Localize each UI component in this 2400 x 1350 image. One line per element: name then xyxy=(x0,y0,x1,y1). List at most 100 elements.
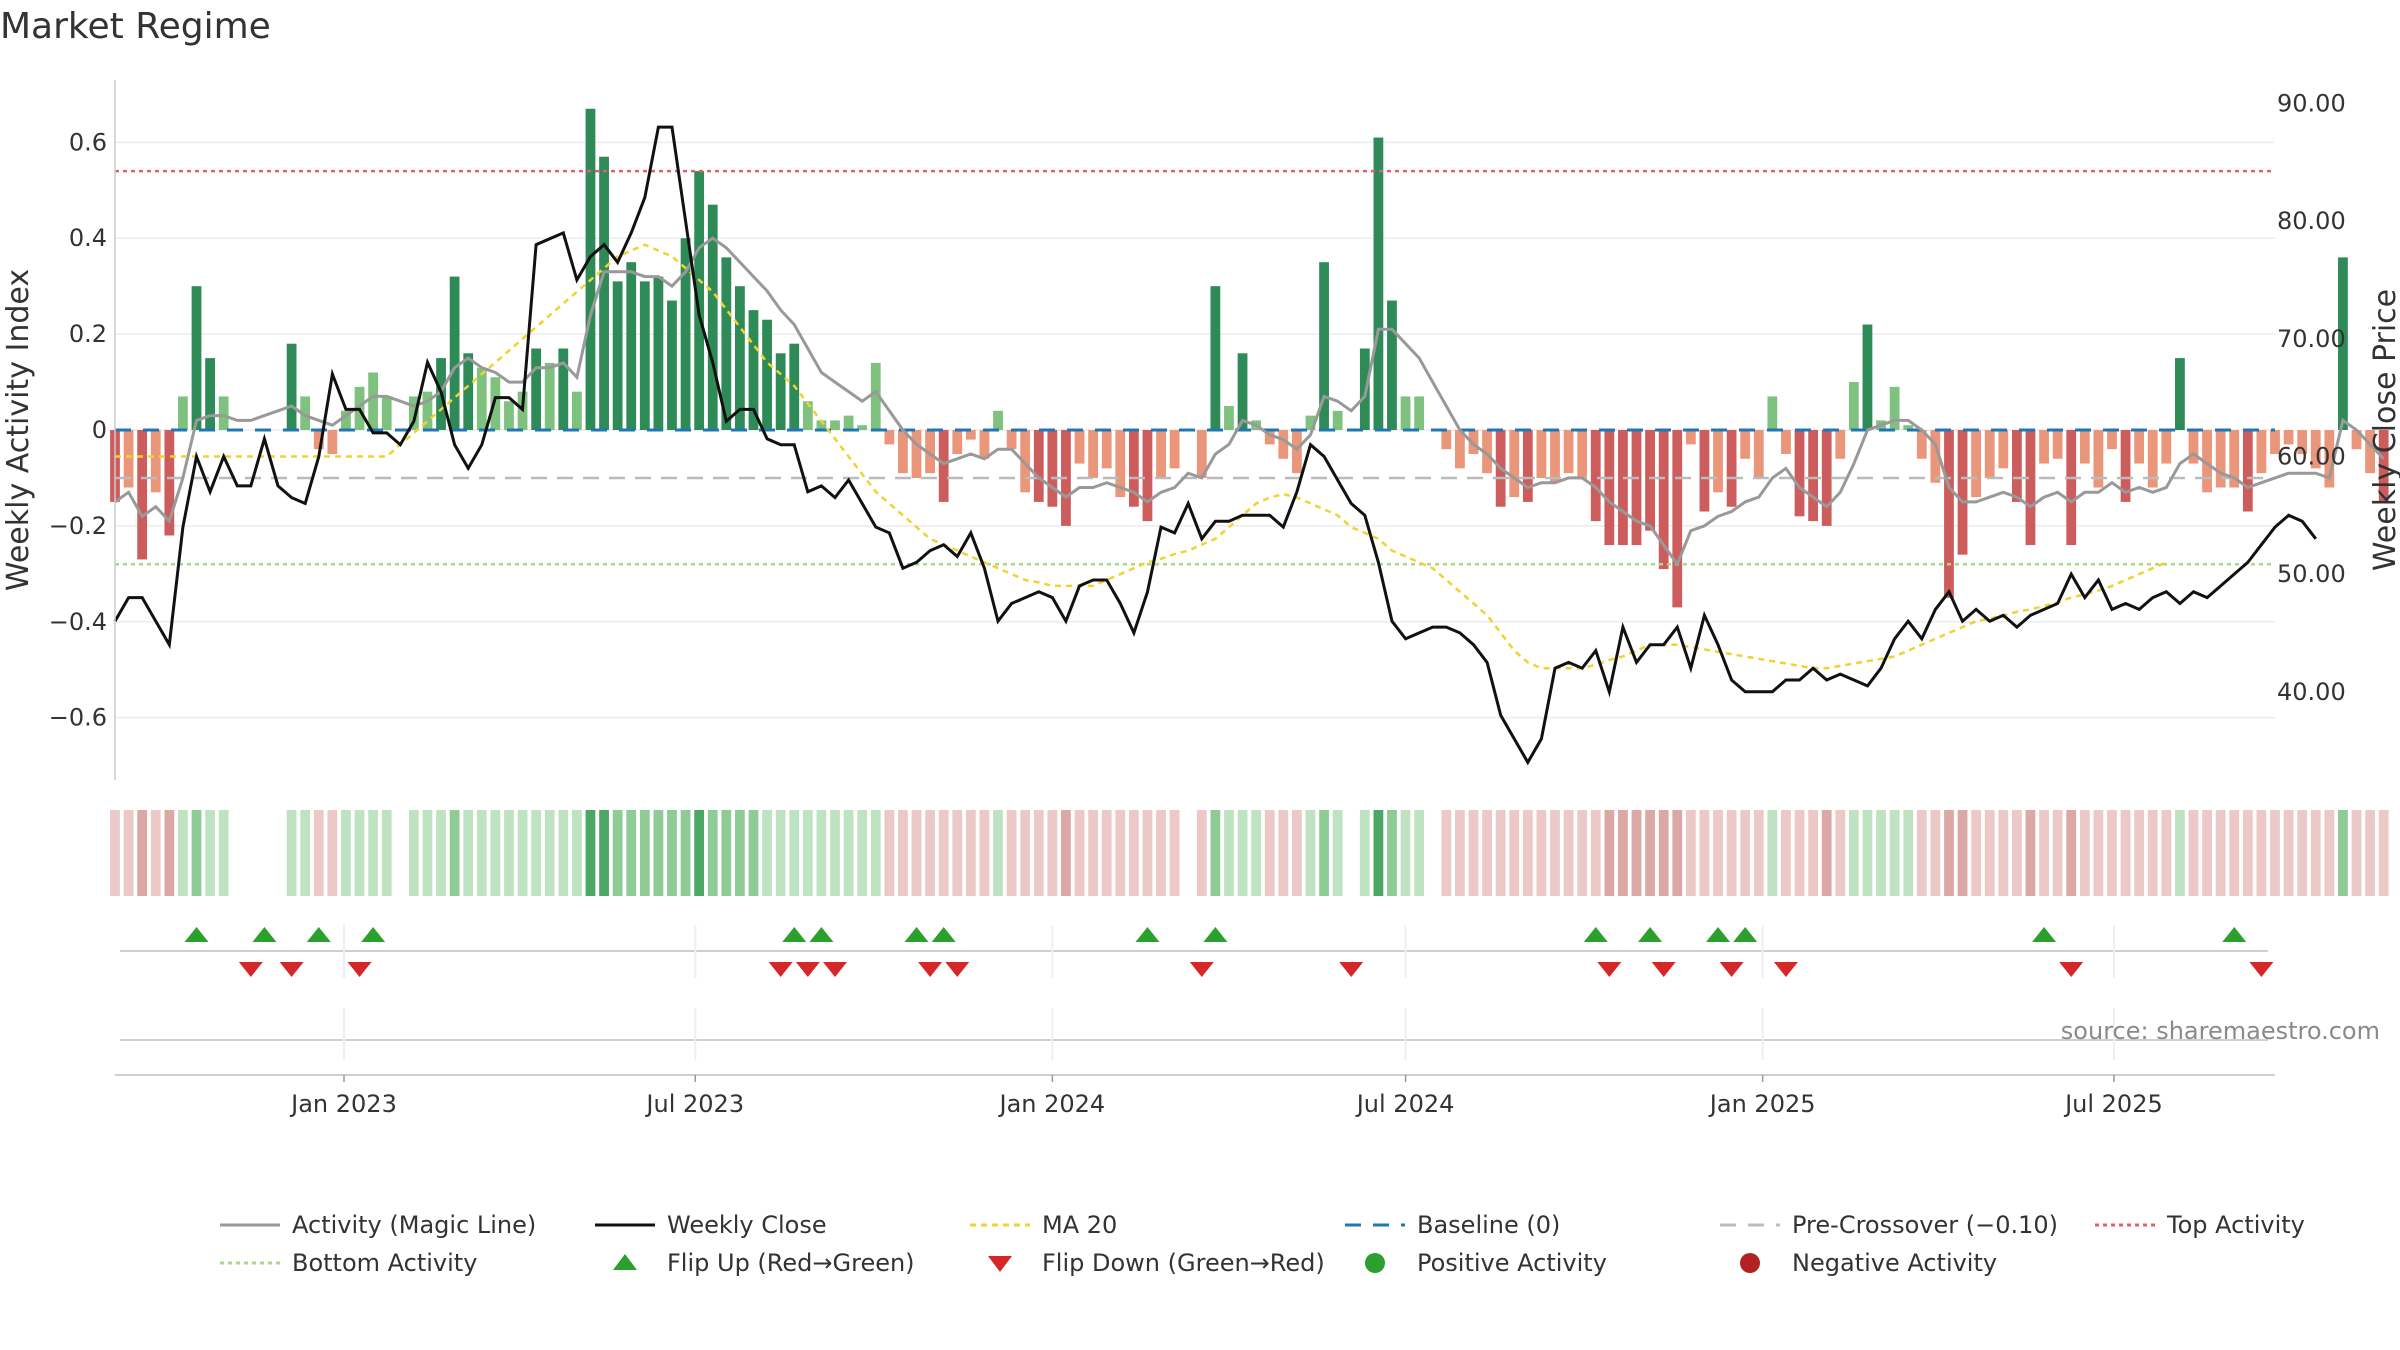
activity-bar xyxy=(1414,396,1425,430)
legend-label: Negative Activity xyxy=(1792,1249,1997,1277)
activity-bar xyxy=(1862,324,1873,430)
weekly-close-series xyxy=(113,125,2317,766)
activity-bar xyxy=(1291,430,1302,474)
legend-label: Positive Activity xyxy=(1417,1249,1607,1277)
heat-cell xyxy=(1088,810,1099,896)
activity-bar xyxy=(1645,430,1655,531)
activity-bar xyxy=(993,410,1003,430)
heat-cell xyxy=(1699,810,1710,896)
heat-cell xyxy=(286,810,297,896)
y-tick-left: −0.6 xyxy=(49,704,107,732)
heat-cell xyxy=(2202,810,2212,896)
heat-cell xyxy=(1916,810,1927,896)
heat-cell xyxy=(205,810,215,896)
legend-item: Top Activity xyxy=(2095,1211,2305,1239)
activity-bar xyxy=(2188,430,2199,464)
heat-cell xyxy=(2175,810,2185,896)
heat-cell xyxy=(1305,810,1316,896)
activity-bar xyxy=(1957,430,1968,555)
activity-bar xyxy=(1482,430,1492,474)
heat-cell xyxy=(1047,810,1058,896)
heat-cell xyxy=(1645,810,1655,896)
heat-cell xyxy=(1821,810,1832,896)
heat-cell xyxy=(531,810,542,896)
activity-bar xyxy=(1522,430,1533,502)
heat-cell xyxy=(368,810,379,896)
activity-bar xyxy=(2283,430,2294,445)
x-tick-label: Jul 2023 xyxy=(644,1090,744,1118)
activity-bar xyxy=(1753,430,1764,478)
series-lines xyxy=(113,125,2385,766)
reference-lines xyxy=(115,169,2275,566)
heat-cell xyxy=(2120,810,2131,896)
legend-label: Activity (Magic Line) xyxy=(292,1211,536,1239)
y-tick-right: 90.00 xyxy=(2277,90,2346,118)
activity-bar xyxy=(802,401,813,430)
activity-bar xyxy=(1455,430,1465,469)
x-tick-label: Jul 2024 xyxy=(1355,1090,1455,1118)
heat-cell xyxy=(178,810,188,896)
flip-down-marker xyxy=(2059,962,2084,977)
activity-bar xyxy=(2161,430,2172,464)
activity-bar xyxy=(857,425,868,430)
heat-cell xyxy=(1156,810,1166,896)
activity-bar xyxy=(1264,430,1275,445)
legend-item: Negative Activity xyxy=(1740,1249,1997,1277)
flip-down-marker xyxy=(823,962,847,977)
flip-up-marker xyxy=(361,927,386,942)
activity-bar xyxy=(1509,430,1520,498)
activity-bar xyxy=(327,430,338,454)
activity-bar xyxy=(762,319,772,430)
heat-cell xyxy=(2025,810,2036,896)
heat-cell xyxy=(2283,810,2294,896)
activity-bar xyxy=(1047,430,1058,507)
heat-cell xyxy=(463,810,474,896)
heat-cell xyxy=(870,810,881,896)
activity-bar xyxy=(1944,430,1954,598)
heat-cell xyxy=(884,810,895,896)
heat-cell xyxy=(1753,810,1764,896)
activity-bar xyxy=(1387,300,1397,430)
activity-bar xyxy=(1740,430,1751,459)
flip-up-marker xyxy=(904,927,929,942)
activity-bar xyxy=(463,353,474,430)
heat-cell xyxy=(1889,810,1900,896)
heat-cell xyxy=(273,810,283,896)
y-axis-left-label: Weekly Activity Index xyxy=(1,269,36,591)
heat-cell xyxy=(653,810,664,896)
activity-bar xyxy=(898,430,908,474)
heat-cell xyxy=(571,810,582,896)
activity-bar xyxy=(531,348,542,430)
y-tick-right: 50.00 xyxy=(2277,560,2346,588)
activity-bar xyxy=(1930,430,1941,483)
heat-cell xyxy=(517,810,528,896)
activity-bar xyxy=(2351,430,2362,450)
legend-label: Pre-Crossover (−0.10) xyxy=(1792,1211,2058,1239)
flip-up-marker xyxy=(1638,927,1663,942)
heat-cell xyxy=(381,810,392,896)
activity-bar xyxy=(830,420,840,430)
activity-bar xyxy=(1658,430,1669,570)
activity-bar xyxy=(476,367,487,430)
activity-bar xyxy=(911,430,922,478)
activity-bar xyxy=(2297,430,2308,454)
activity-bar xyxy=(938,430,949,502)
heat-cell xyxy=(1984,810,1995,896)
heat-cell xyxy=(1672,810,1683,896)
activity-bar xyxy=(694,171,705,430)
activity-bar xyxy=(1821,430,1832,526)
activity-bar xyxy=(2107,430,2117,450)
chart-title: Market Regime xyxy=(0,6,271,47)
heat-cell xyxy=(2215,810,2226,896)
heat-cell xyxy=(802,810,813,896)
heat-cell xyxy=(1767,810,1778,896)
flip-up-marker xyxy=(1583,927,1608,942)
activity-bar xyxy=(1237,353,1248,430)
activity-bar xyxy=(1101,430,1112,469)
heat-cell xyxy=(2093,810,2104,896)
legend-item: Bottom Activity xyxy=(220,1249,477,1277)
activity-bar xyxy=(2215,430,2226,488)
heat-cell xyxy=(2161,810,2172,896)
heat-cell xyxy=(1713,810,1723,896)
